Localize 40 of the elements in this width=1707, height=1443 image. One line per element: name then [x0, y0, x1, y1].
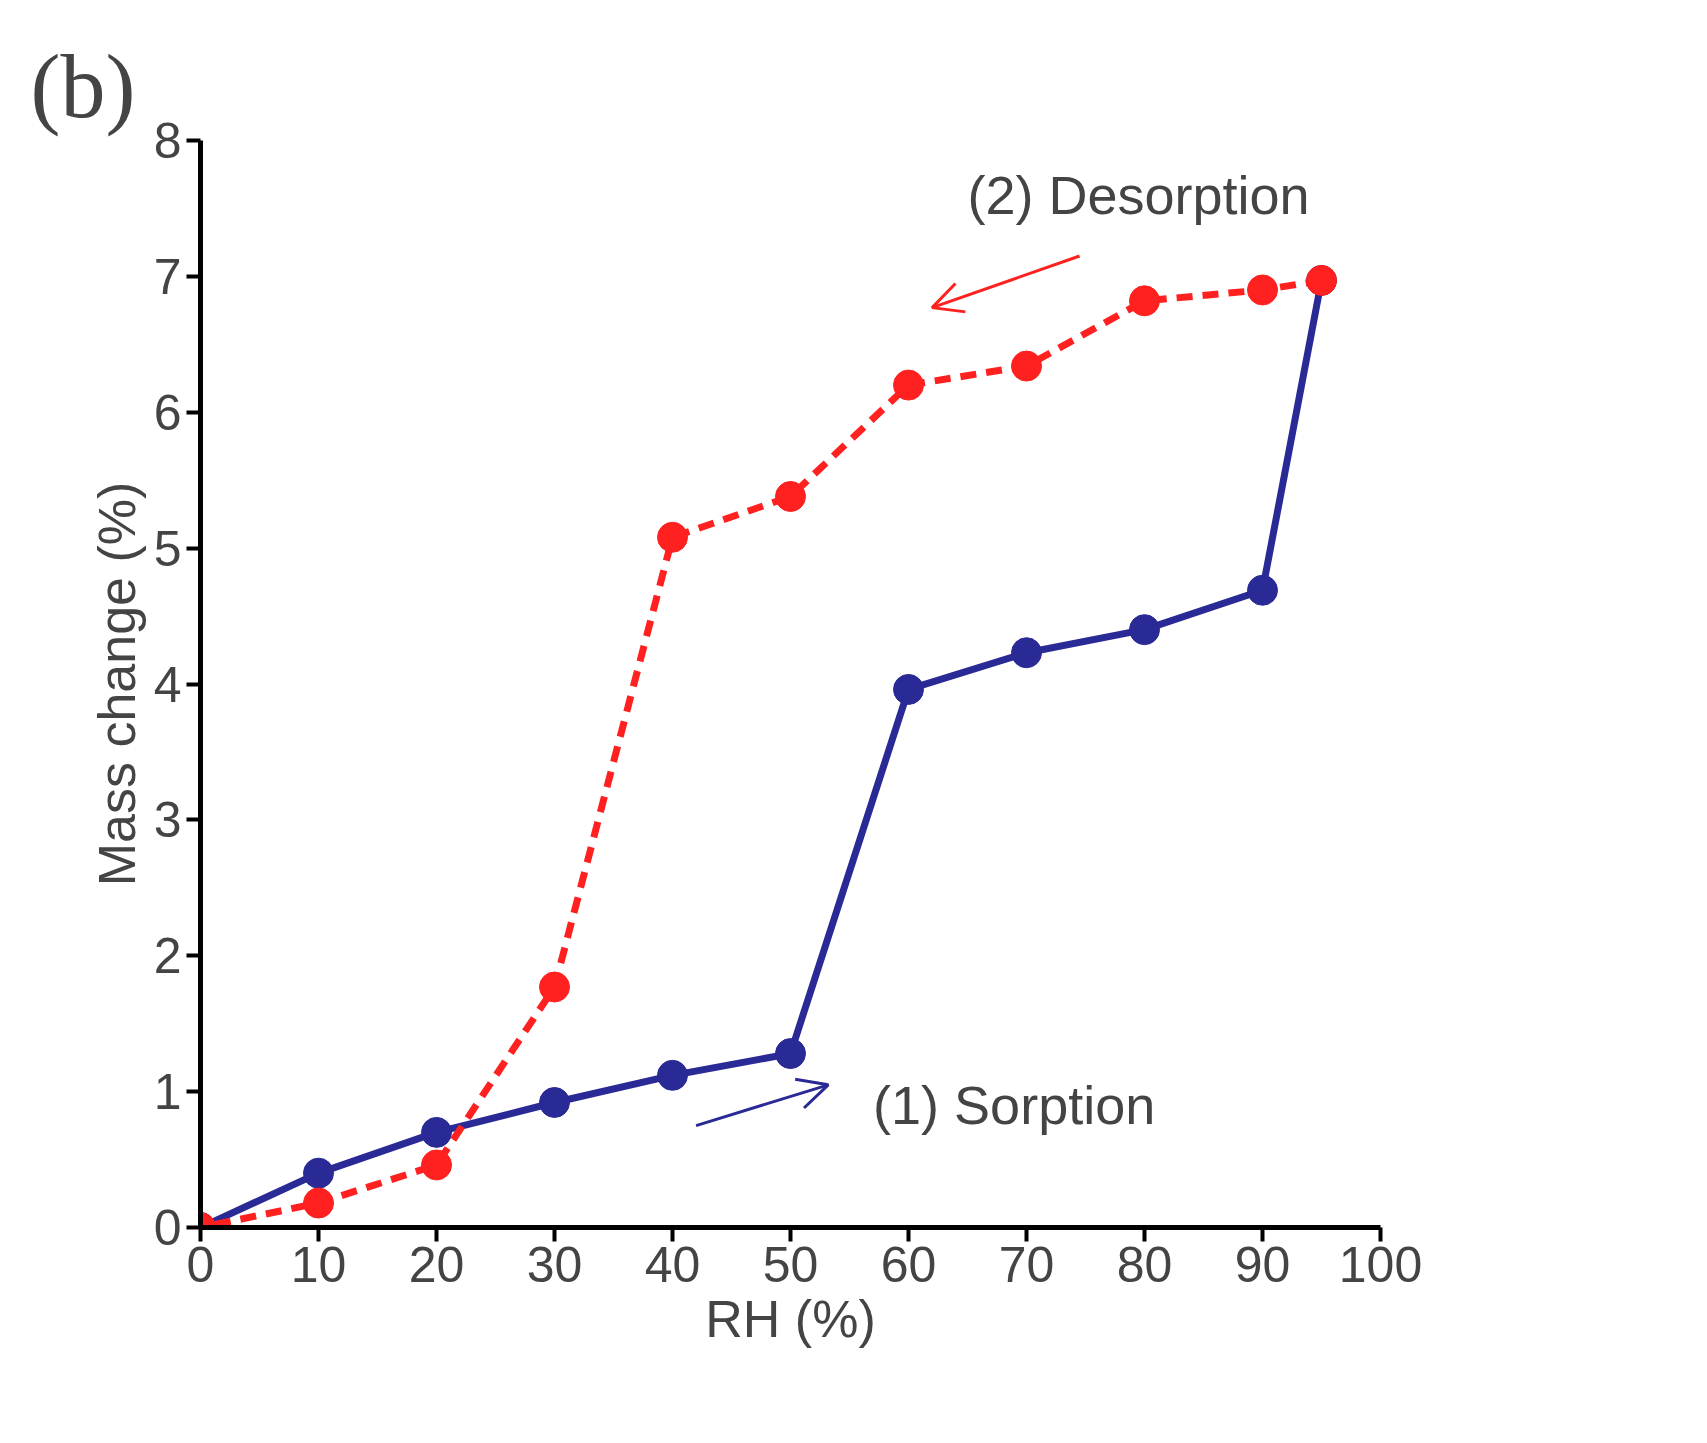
point: [303, 1187, 334, 1219]
y-tick-label: 7: [153, 248, 182, 305]
x-tick-label: 100: [1338, 1236, 1423, 1293]
x-tick-label: 60: [880, 1236, 937, 1293]
point: [1011, 637, 1042, 669]
point: [1011, 350, 1042, 382]
point: [421, 1116, 452, 1148]
point: [1247, 274, 1278, 306]
x-tick-label: 20: [408, 1236, 465, 1293]
x-tick-label: 90: [1234, 1236, 1291, 1293]
point: [893, 673, 924, 705]
point: [539, 971, 570, 1003]
y-axis-title: Mass change (%): [87, 481, 146, 887]
point: [657, 1059, 688, 1091]
point: [421, 1149, 452, 1181]
text: (b): [30, 36, 136, 137]
point: [657, 521, 688, 553]
annotation: (1) Sorption: [873, 1075, 1156, 1136]
point: [1129, 285, 1160, 317]
x-tick-label: 40: [644, 1236, 701, 1293]
point: [539, 1087, 570, 1118]
point: [775, 1038, 806, 1070]
point: [1129, 614, 1160, 646]
x-tick-label: 10: [290, 1236, 347, 1293]
x-tick-label: 70: [998, 1236, 1055, 1293]
annotation: (2) Desorption: [967, 164, 1310, 225]
x-tick-label: 80: [1116, 1236, 1173, 1293]
y-tick-label: 3: [153, 792, 182, 849]
y-tick-label: 2: [153, 928, 182, 985]
point: [775, 481, 806, 512]
y-tick-label: 5: [153, 520, 182, 577]
y-tick-label: 6: [153, 384, 182, 441]
y-tick-label: 8: [153, 113, 182, 169]
y-tick-label: 0: [153, 1200, 182, 1256]
y-tick-label: 4: [153, 656, 182, 713]
y-tick-label: 1: [153, 1064, 182, 1121]
x-tick-label: 30: [526, 1236, 583, 1293]
point: [303, 1157, 334, 1189]
point: [893, 369, 924, 401]
point: [1247, 574, 1278, 606]
